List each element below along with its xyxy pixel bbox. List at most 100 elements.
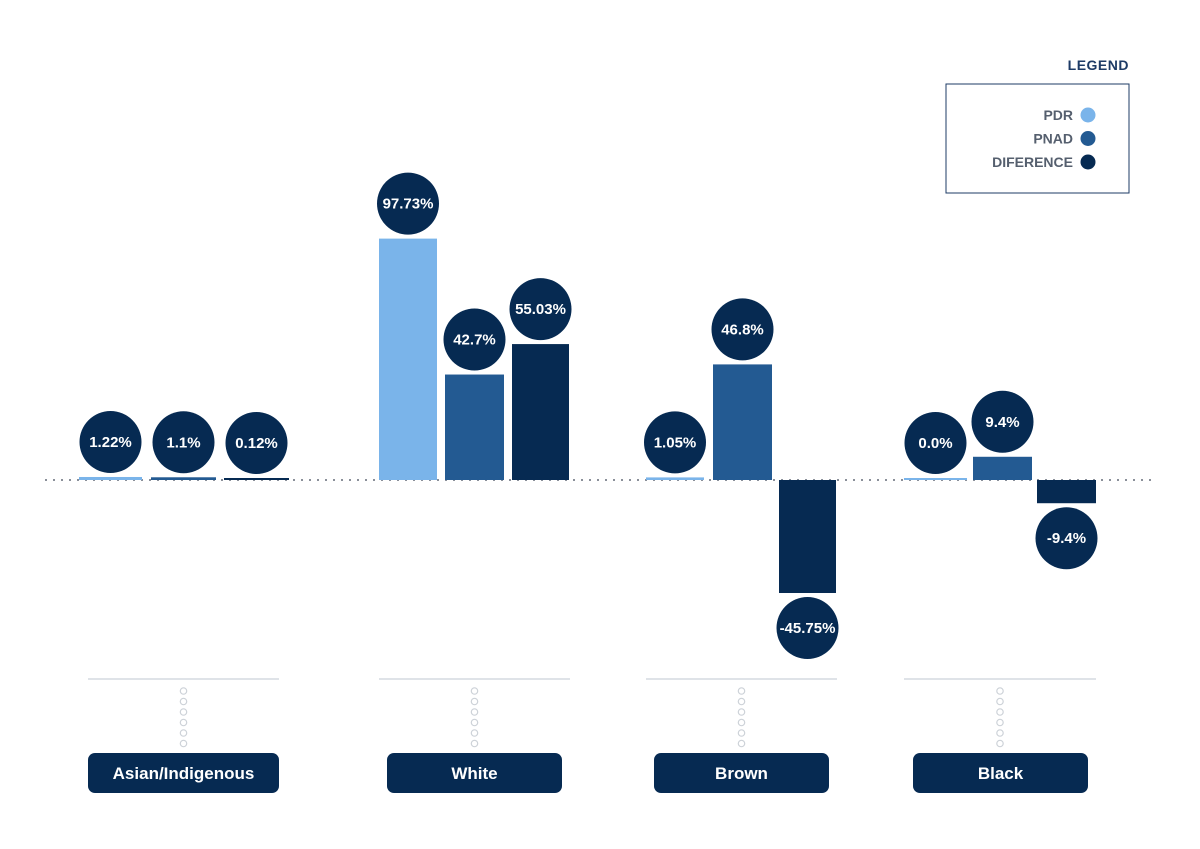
value-label-text: 9.4%: [985, 414, 1019, 431]
value-label: 1.05%: [644, 411, 706, 474]
category-label: Brown: [715, 764, 768, 783]
value-label: 0.12%: [225, 412, 288, 474]
bar-brown-pdr: [646, 477, 704, 480]
connector-dot: [996, 687, 1004, 695]
legend-items: PDR PNAD DIFERENCE: [992, 107, 1096, 170]
connector-dots: [996, 687, 1004, 748]
value-label-text: 1.22%: [89, 434, 132, 451]
category-label: White: [451, 764, 497, 783]
value-label-text: 0.12%: [235, 435, 278, 452]
category-pill-background: [654, 753, 829, 793]
legend-item-pdr: PDR: [1043, 107, 1096, 123]
bar-white-pnad: [445, 374, 504, 480]
value-label: 97.73%: [377, 172, 439, 235]
connector-dot: [737, 708, 746, 716]
value-bubble: [904, 412, 967, 474]
bar-asian-indigenous-diference: [224, 478, 289, 480]
connector-dot: [996, 739, 1004, 748]
bar-asian-indigenous-pnad: [151, 477, 216, 480]
value-bubble: [509, 278, 572, 341]
connector-dot: [470, 718, 479, 727]
value-bubble: [711, 298, 774, 361]
value-label: -45.75%: [776, 597, 839, 660]
value-label-text: 1.05%: [654, 434, 697, 451]
value-label: -9.4%: [1035, 507, 1098, 570]
connector-dot: [737, 718, 746, 727]
category-axis: Asian/Indigenous White Brown Black: [88, 678, 1096, 793]
connector-dot: [737, 687, 746, 695]
bar-black-pnad: [973, 456, 1032, 480]
connector-dot: [470, 687, 479, 695]
bar-white-diference: [512, 344, 569, 480]
value-label-text: -9.4%: [1047, 530, 1086, 547]
connector-dot: [470, 697, 479, 706]
value-label-text: 55.03%: [515, 301, 566, 318]
bar-black-pdr: [904, 478, 967, 480]
connector-dot: [470, 739, 479, 748]
value-label: 55.03%: [509, 278, 572, 341]
value-bubble: [443, 308, 506, 371]
value-label-text: 97.73%: [383, 196, 434, 213]
legend-swatch: [1080, 131, 1096, 146]
connector-dot: [179, 697, 188, 706]
connector-dots: [737, 687, 746, 748]
value-label: 46.8%: [711, 298, 774, 361]
value-bubble: [776, 597, 839, 660]
category-pill: Asian/Indigenous: [88, 753, 279, 793]
legend-item-pnad: PNAD: [1033, 131, 1096, 147]
value-label: 9.4%: [971, 390, 1034, 453]
category-pill-background: [913, 753, 1088, 793]
connector-dot: [737, 729, 746, 737]
value-label-text: -45.75%: [780, 620, 836, 637]
connector-dot: [996, 718, 1004, 727]
value-bubble: [79, 410, 142, 473]
category-label: Black: [978, 764, 1024, 783]
legend-swatch: [1080, 154, 1096, 170]
connector-dots: [470, 687, 479, 748]
connector-dot: [996, 729, 1004, 737]
value-label: 0.0%: [904, 412, 967, 474]
connector-dot: [470, 729, 479, 737]
connector-dot: [179, 708, 188, 716]
legend-item-diference: DIFERENCE: [992, 154, 1096, 170]
bar-white-pdr: [379, 238, 437, 480]
category-pill: Brown: [654, 753, 829, 793]
bar-black-diference: [1037, 480, 1096, 504]
bar-brown-diference: [779, 480, 836, 594]
value-label-text: 0.0%: [918, 435, 952, 452]
value-bubble: [225, 412, 288, 474]
connector-dot: [996, 708, 1004, 716]
bars-layer: [79, 238, 1096, 594]
value-labels-layer: 1.22% 1.1% 0.12% 97.73% 42.7% 55.03% 1.05% 46.8…: [79, 172, 1098, 660]
value-bubble: [377, 172, 439, 235]
bar-brown-pnad: [713, 364, 772, 480]
value-label-text: 46.8%: [721, 321, 764, 338]
bar-asian-indigenous-pdr: [79, 476, 142, 480]
value-bubble: [1035, 507, 1098, 570]
connector-dot: [179, 687, 188, 695]
legend-swatch: [1080, 107, 1096, 123]
value-label: 1.22%: [79, 410, 142, 473]
value-label: 42.7%: [443, 308, 506, 371]
connector-dot: [737, 697, 746, 706]
connector-dot: [179, 739, 188, 748]
category-pill: Black: [913, 753, 1088, 793]
value-label-text: 42.7%: [453, 332, 496, 349]
category-label: Asian/Indigenous: [113, 764, 255, 783]
connector-dot: [179, 729, 188, 737]
category-pill-background: [387, 753, 562, 793]
value-bubble: [971, 390, 1034, 453]
value-label: 1.1%: [152, 411, 215, 474]
value-label-text: 1.1%: [166, 434, 200, 451]
connector-dot: [996, 697, 1004, 706]
connector-dots: [179, 687, 188, 748]
connector-dot: [470, 708, 479, 716]
legend-title: LEGEND: [1068, 57, 1129, 73]
connector-dot: [737, 739, 746, 748]
value-bubble: [152, 411, 215, 474]
legend-item-label: PDR: [1043, 107, 1073, 123]
category-pill-background: [88, 753, 279, 793]
value-bubble: [644, 411, 706, 474]
legend-item-label: DIFERENCE: [992, 154, 1073, 170]
